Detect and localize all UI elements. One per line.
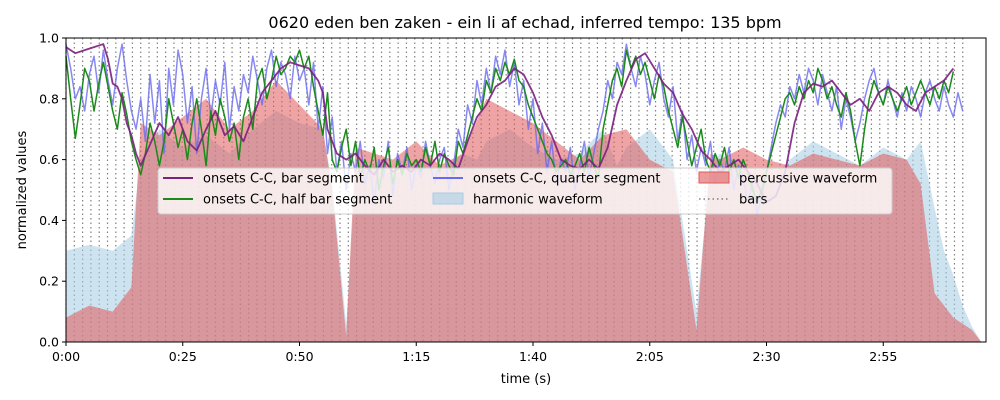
plot-frame xyxy=(65,37,987,343)
y-tick-label-2: 0.4 xyxy=(39,213,59,228)
legend-label-onsets-c-c-bar-segment: onsets C-C, bar segment xyxy=(203,172,364,187)
bar-segment-line xyxy=(65,43,955,204)
y-tick-label-4: 0.8 xyxy=(39,91,59,106)
y-tick-label-5: 1.0 xyxy=(39,31,59,46)
x-tick-label-6: 2:30 xyxy=(752,349,780,364)
legend-swatch-percussive-waveform xyxy=(698,171,730,184)
x-axis-label: time (s) xyxy=(501,372,551,387)
x-tick-label-2: 0:50 xyxy=(285,349,313,364)
legend: onsets C-C, bar segment onsets C-C, half … xyxy=(157,167,893,215)
lines-layer xyxy=(65,43,964,216)
legend-label-onsets-c-c-half-bar-segment: onsets C-C, half bar segment xyxy=(203,193,392,208)
x-tick-label-5: 2:05 xyxy=(636,349,664,364)
y-tick-label-3: 0.6 xyxy=(39,152,59,167)
legend-label-percussive-waveform: percussive waveform xyxy=(739,172,877,187)
legend-swatch-harmonic-waveform xyxy=(432,192,464,205)
x-axis: 0:00 0:25 0:50 1:15 1:40 2:05 2:30 2:55 xyxy=(52,342,897,364)
x-tick-label-1: 0:25 xyxy=(169,349,197,364)
x-tick-label-4: 1:40 xyxy=(519,349,547,364)
chart-title: 0620 eden ben zaken - ein li af echad, i… xyxy=(268,13,781,32)
legend-label-onsets-c-c-quarter-segment: onsets C-C, quarter segment xyxy=(473,172,660,187)
legend-label-harmonic-waveform: harmonic waveform xyxy=(473,193,603,208)
y-tick-label-0: 0.0 xyxy=(39,335,59,350)
legend-label-bars: bars xyxy=(739,193,768,208)
y-tick-label-1: 0.2 xyxy=(39,274,59,289)
y-axis-label: normalized values xyxy=(15,130,30,249)
x-tick-label-0: 0:00 xyxy=(52,349,80,364)
x-tick-label-3: 1:15 xyxy=(402,349,430,364)
x-tick-label-7: 2:55 xyxy=(869,349,897,364)
y-axis: 0.0 0.2 0.4 0.6 0.8 1.0 xyxy=(39,31,66,350)
